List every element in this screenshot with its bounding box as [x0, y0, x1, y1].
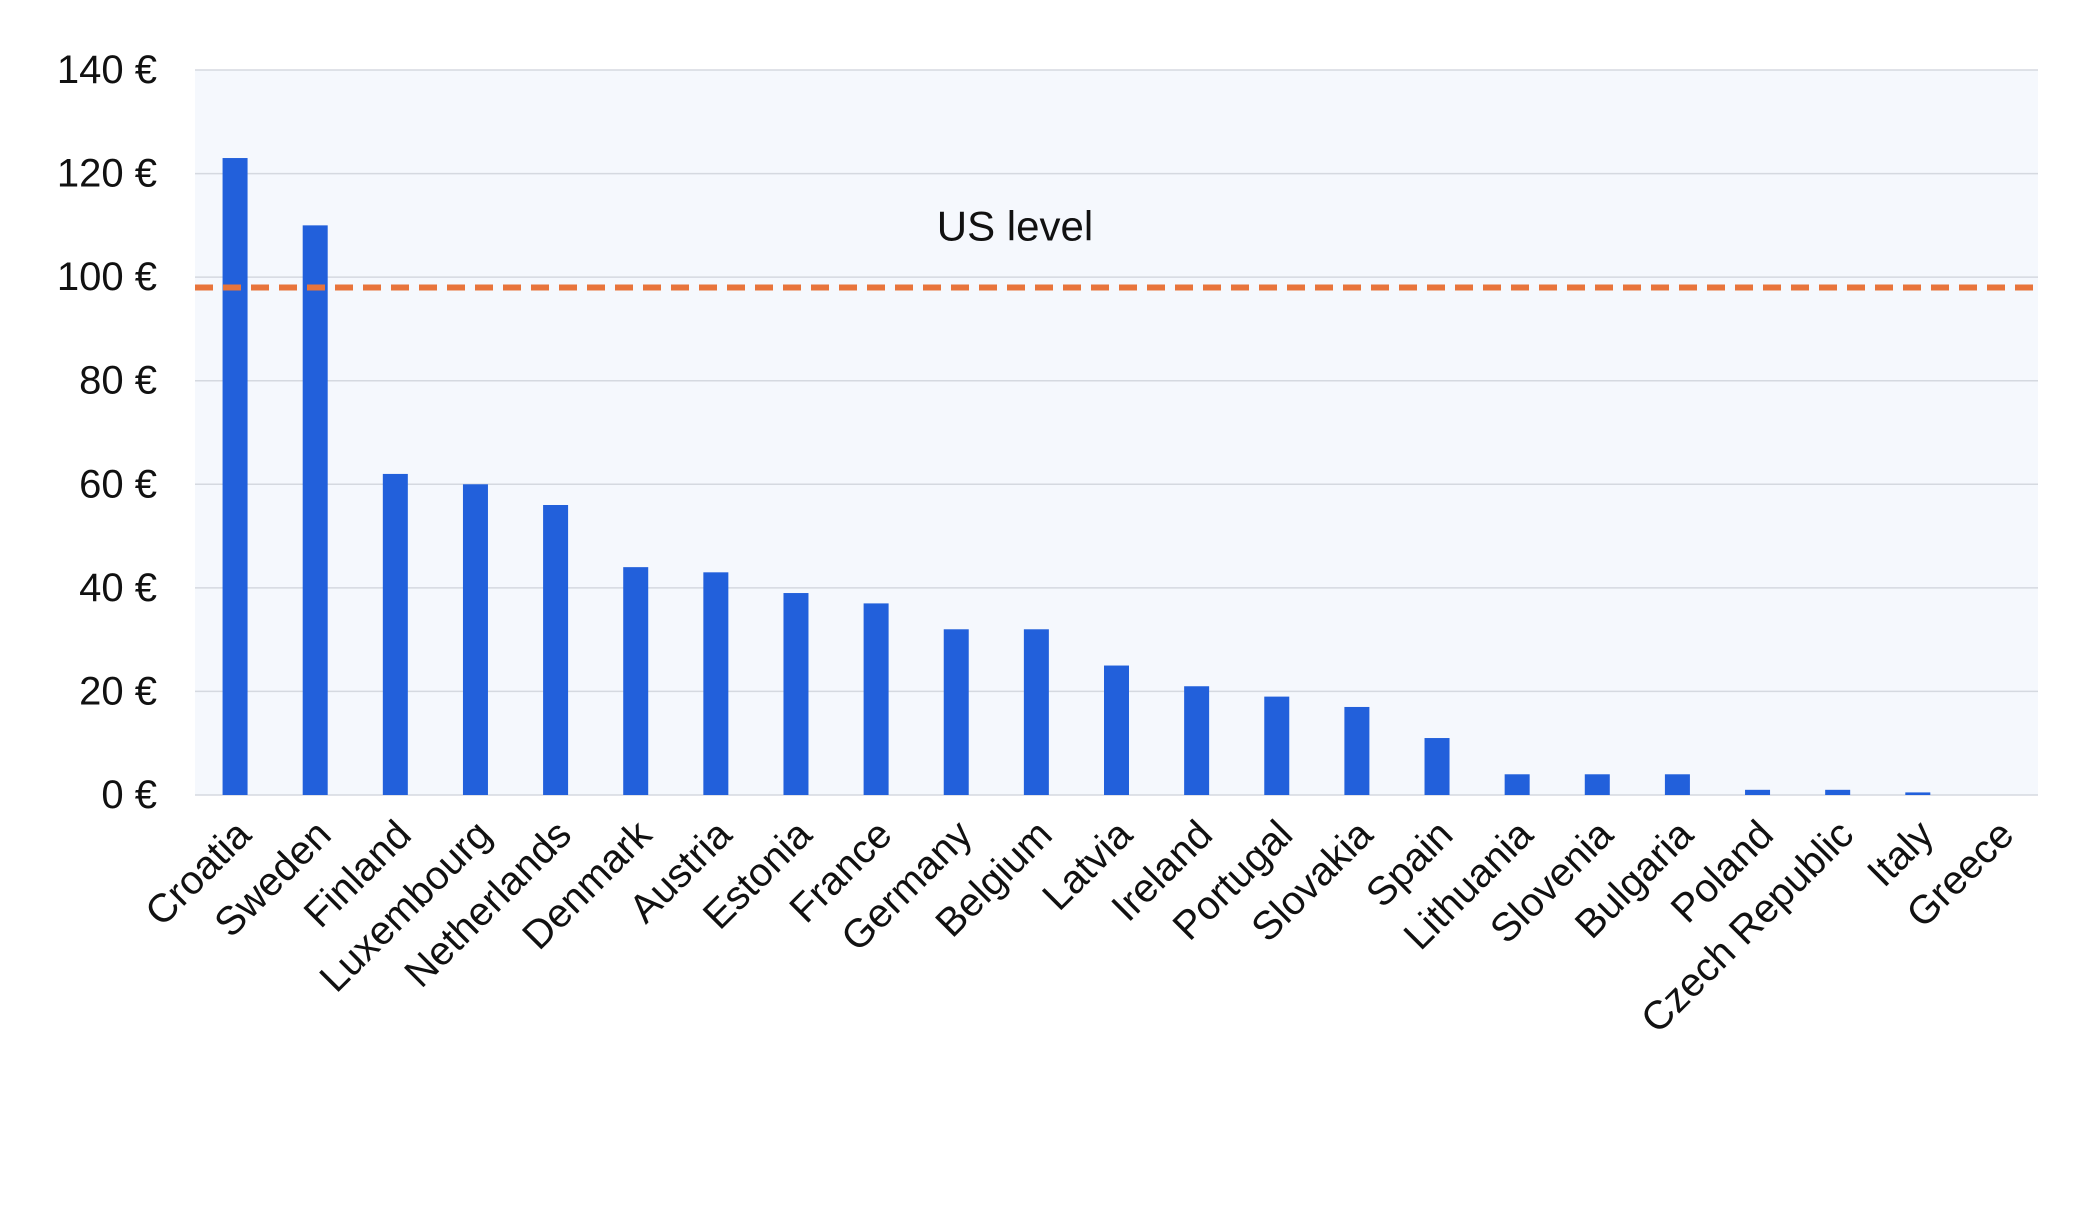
y-tick-label: 0 €	[101, 773, 157, 817]
bar	[1023, 629, 1049, 795]
bar	[943, 629, 969, 795]
bar	[1424, 738, 1450, 795]
bar	[1664, 774, 1690, 795]
bar	[1584, 774, 1610, 795]
bar	[1745, 789, 1771, 795]
bar	[1104, 665, 1129, 795]
bar	[462, 484, 488, 795]
y-axis-tick-labels: 0 € 20 € 40 € 60 € 80 € 100 € 120 € 140 €	[57, 48, 157, 817]
bar	[1905, 792, 1931, 795]
x-axis-tick-labels: CroatiaSwedenFinlandLuxembourgNetherland…	[137, 812, 2022, 1042]
bar	[623, 567, 649, 795]
bar	[543, 505, 569, 795]
bar	[1825, 789, 1851, 795]
y-tick-label: 20 €	[79, 669, 157, 713]
bar	[302, 225, 328, 795]
bar	[1264, 696, 1290, 795]
y-tick-label: 80 €	[79, 359, 157, 403]
bar	[863, 603, 889, 795]
bars	[222, 158, 1931, 796]
bar	[1344, 706, 1370, 795]
y-tick-label: 100 €	[57, 255, 157, 299]
bar	[703, 572, 729, 795]
y-tick-label: 120 €	[57, 152, 157, 196]
bar	[1184, 686, 1210, 795]
bar	[1504, 774, 1530, 795]
bar	[783, 593, 809, 795]
y-tick-label: 60 €	[79, 462, 157, 506]
y-tick-label: 40 €	[79, 566, 157, 610]
y-tick-label: 140 €	[57, 48, 157, 92]
bar	[382, 473, 408, 795]
bar	[222, 158, 248, 796]
reference-line-label: US level	[937, 203, 1093, 250]
